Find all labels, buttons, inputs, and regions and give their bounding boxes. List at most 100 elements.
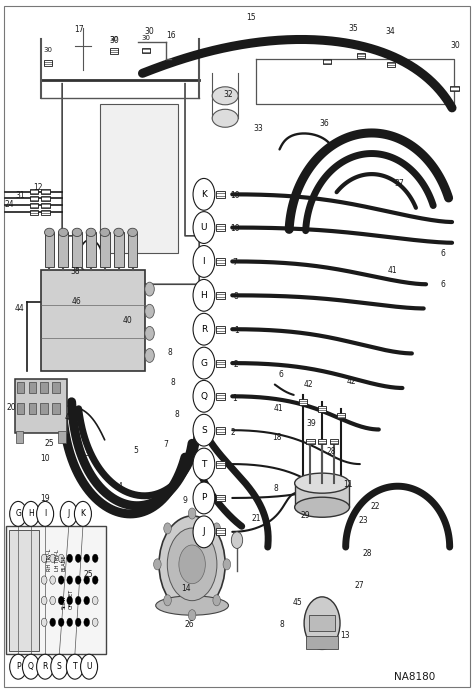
Text: 19: 19: [40, 494, 49, 503]
Text: 8: 8: [174, 410, 179, 419]
Bar: [58, 431, 66, 444]
Circle shape: [145, 304, 155, 318]
Circle shape: [193, 279, 215, 311]
Bar: [28, 403, 36, 414]
Bar: [329, 439, 338, 444]
Bar: [16, 431, 23, 444]
Circle shape: [75, 618, 81, 626]
Text: R: R: [43, 663, 48, 672]
Bar: [216, 528, 225, 535]
Circle shape: [50, 618, 55, 626]
Text: 23: 23: [359, 516, 368, 525]
Circle shape: [193, 178, 215, 210]
Circle shape: [50, 554, 55, 563]
Text: 30: 30: [141, 35, 150, 41]
Circle shape: [84, 618, 90, 626]
Circle shape: [75, 554, 81, 563]
Bar: [29, 202, 38, 208]
Bar: [216, 427, 225, 434]
Circle shape: [66, 654, 83, 679]
Bar: [29, 188, 38, 194]
Text: 2: 2: [231, 428, 236, 437]
Bar: [318, 439, 326, 444]
Bar: [100, 232, 109, 267]
Bar: [142, 48, 150, 53]
Text: 13: 13: [340, 631, 349, 640]
Bar: [6, 526, 106, 654]
Text: G: G: [201, 358, 208, 367]
Text: 7: 7: [164, 440, 169, 449]
Bar: [216, 360, 225, 367]
Bar: [318, 406, 326, 412]
Bar: [17, 403, 24, 414]
Circle shape: [67, 576, 73, 584]
Bar: [41, 209, 50, 215]
Text: S: S: [57, 663, 62, 672]
Bar: [40, 382, 48, 393]
Circle shape: [41, 597, 47, 605]
Circle shape: [193, 245, 215, 277]
Text: T: T: [201, 459, 207, 468]
Circle shape: [145, 282, 155, 296]
Text: 30: 30: [145, 27, 155, 36]
Text: 33: 33: [254, 124, 263, 133]
Circle shape: [188, 508, 196, 519]
Bar: [72, 232, 82, 267]
Bar: [29, 195, 38, 201]
Bar: [306, 439, 315, 444]
Circle shape: [213, 595, 220, 606]
Circle shape: [36, 654, 54, 679]
Text: I: I: [44, 509, 46, 518]
Text: 30: 30: [44, 48, 53, 53]
Circle shape: [58, 597, 64, 605]
Circle shape: [193, 380, 215, 412]
Ellipse shape: [212, 87, 238, 105]
Circle shape: [75, 597, 81, 605]
Circle shape: [58, 576, 64, 584]
Bar: [41, 270, 145, 371]
Circle shape: [22, 502, 39, 526]
Text: 36: 36: [319, 119, 329, 128]
Bar: [114, 232, 124, 267]
Text: 6: 6: [440, 249, 445, 258]
Bar: [216, 393, 225, 400]
Text: 30: 30: [109, 35, 119, 44]
Text: 45: 45: [292, 598, 302, 607]
Text: I: I: [202, 257, 205, 266]
Text: 5: 5: [133, 446, 138, 455]
Bar: [28, 382, 36, 393]
Circle shape: [223, 559, 231, 570]
Text: OFF-SET: OFF-SET: [69, 589, 74, 609]
Circle shape: [92, 597, 98, 605]
Circle shape: [145, 326, 155, 340]
Bar: [9, 529, 39, 651]
Text: 1: 1: [232, 394, 237, 403]
Text: 46: 46: [72, 297, 81, 306]
Bar: [450, 86, 459, 91]
Circle shape: [92, 618, 98, 626]
Circle shape: [213, 523, 220, 534]
Text: NA8180: NA8180: [393, 672, 435, 682]
Ellipse shape: [86, 228, 96, 236]
Text: P: P: [16, 663, 20, 672]
Text: 25: 25: [83, 570, 93, 579]
Text: LH TRV-L: LH TRV-L: [55, 550, 60, 571]
Ellipse shape: [114, 228, 124, 236]
Text: 25: 25: [44, 439, 54, 448]
Bar: [52, 403, 60, 414]
Text: 9: 9: [182, 496, 187, 505]
Text: 38: 38: [71, 267, 80, 277]
Text: 28: 28: [327, 447, 336, 456]
Text: Q: Q: [28, 663, 34, 672]
Circle shape: [92, 576, 98, 584]
Text: 8: 8: [234, 292, 238, 301]
Bar: [216, 461, 225, 468]
Bar: [310, 615, 335, 631]
Text: 4: 4: [118, 482, 122, 491]
Text: 22: 22: [370, 502, 380, 511]
Bar: [110, 49, 118, 54]
Text: 17: 17: [74, 25, 83, 34]
Bar: [41, 188, 50, 194]
Text: 10: 10: [230, 225, 239, 234]
Text: R: R: [201, 325, 207, 334]
